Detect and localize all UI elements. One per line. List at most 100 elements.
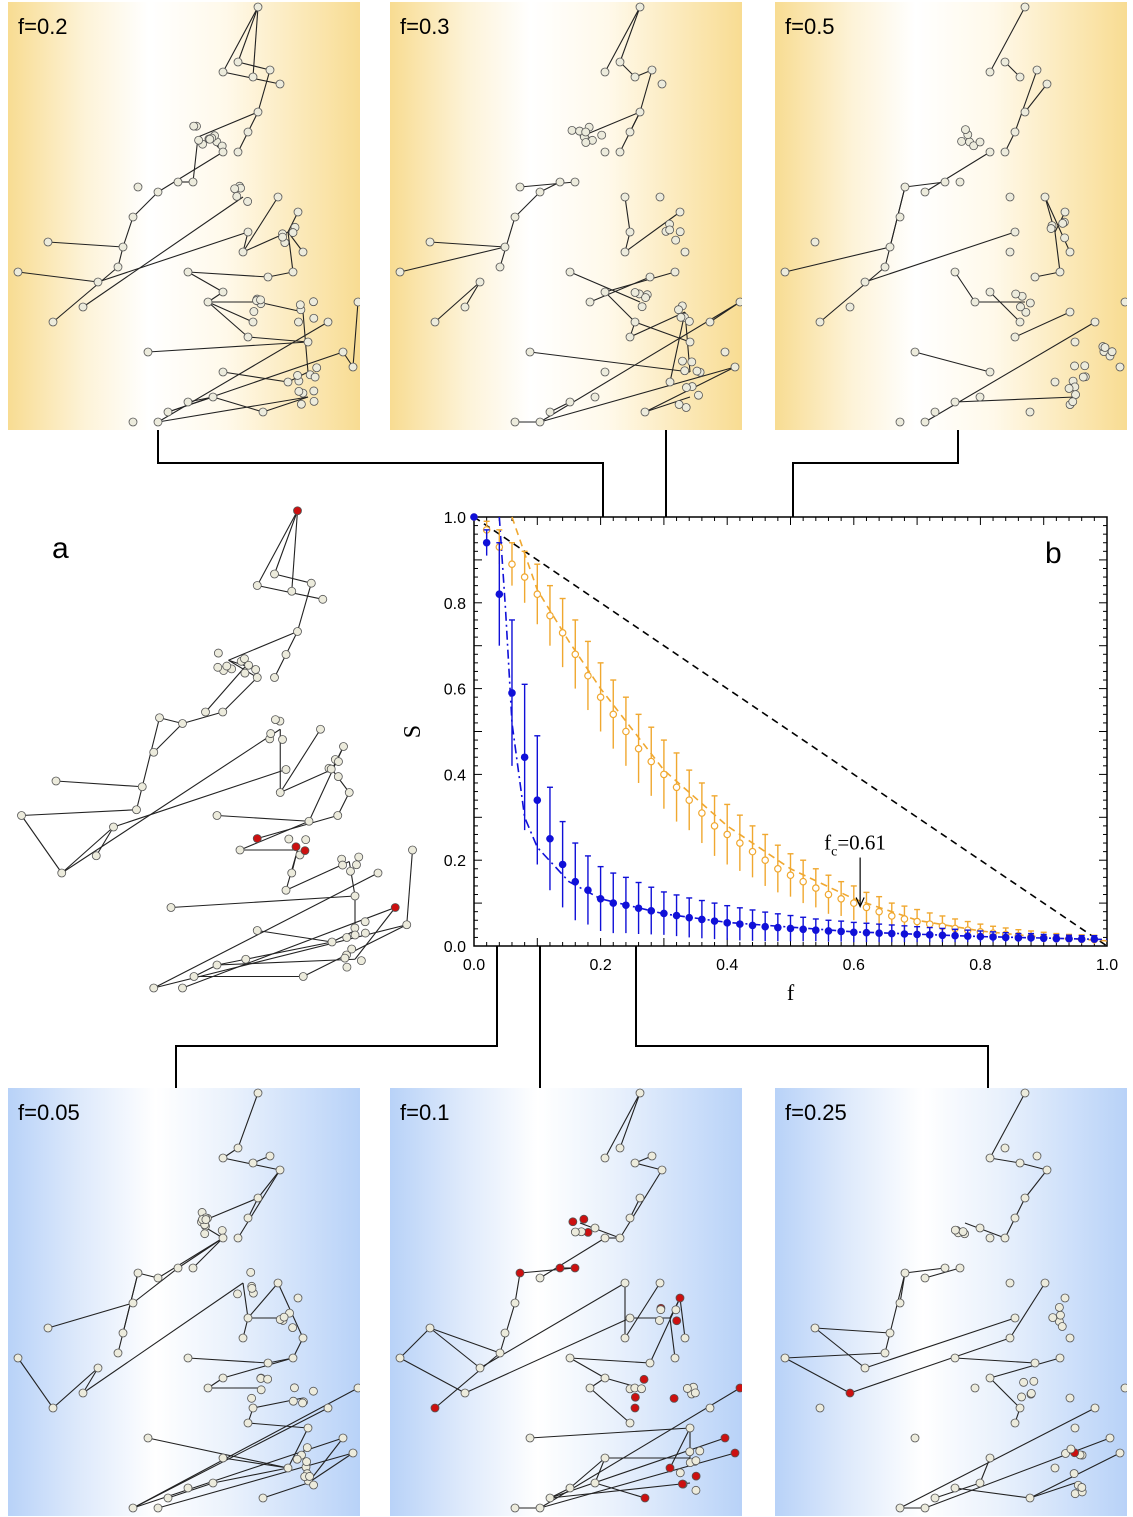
network-panel-f-0-2: f=0.2 bbox=[8, 2, 360, 430]
network-node bbox=[137, 782, 147, 792]
network-node bbox=[694, 390, 703, 400]
network-edge bbox=[464, 281, 481, 308]
network-node bbox=[301, 835, 311, 845]
network-node bbox=[91, 851, 101, 861]
network-node bbox=[670, 267, 680, 277]
network-node bbox=[570, 1227, 580, 1237]
network-edge bbox=[237, 6, 259, 63]
network-node bbox=[275, 1165, 285, 1175]
network-edge bbox=[222, 371, 289, 383]
network-edge bbox=[157, 1237, 224, 1279]
network-node bbox=[373, 868, 383, 878]
network-node bbox=[109, 822, 118, 832]
network-node bbox=[243, 227, 253, 237]
network-node bbox=[253, 2, 263, 12]
network-edge bbox=[864, 1317, 1016, 1369]
connector-f-0-2 bbox=[157, 430, 604, 517]
network-node bbox=[1030, 272, 1040, 282]
network-node bbox=[635, 1193, 645, 1203]
network-edge bbox=[192, 136, 199, 183]
data-point bbox=[533, 796, 542, 804]
network-node bbox=[183, 397, 193, 407]
removed-node bbox=[678, 1479, 687, 1489]
network-edge bbox=[95, 826, 114, 857]
network-node bbox=[149, 983, 159, 993]
network-node bbox=[545, 1493, 555, 1503]
data-point bbox=[761, 856, 769, 865]
network-edge bbox=[989, 6, 1026, 73]
network-edge bbox=[122, 216, 134, 248]
network-node bbox=[655, 192, 665, 202]
network-node bbox=[885, 1328, 895, 1338]
panel-b-label: b bbox=[1045, 537, 1062, 570]
fc-arrow-head bbox=[855, 897, 865, 909]
network-node bbox=[1057, 1322, 1067, 1331]
network-node bbox=[233, 147, 243, 157]
network-node bbox=[128, 1503, 138, 1513]
network-node bbox=[1030, 1358, 1040, 1368]
network-node bbox=[318, 594, 328, 604]
network-graph bbox=[13, 1088, 360, 1513]
network-node bbox=[248, 1158, 258, 1168]
removed-node bbox=[630, 1403, 640, 1413]
data-point bbox=[571, 877, 580, 886]
removed-node bbox=[293, 506, 302, 516]
network-node bbox=[565, 1353, 575, 1363]
network-edge bbox=[187, 271, 224, 293]
network-node bbox=[525, 347, 535, 357]
network-edge bbox=[784, 246, 891, 273]
network-edge bbox=[257, 929, 333, 943]
network-node bbox=[692, 366, 702, 376]
network-edge bbox=[21, 809, 137, 817]
data-point bbox=[647, 757, 656, 766]
network-edge bbox=[247, 1282, 279, 1319]
network-node bbox=[1015, 317, 1025, 327]
network-node bbox=[133, 182, 143, 192]
network-node bbox=[780, 1353, 790, 1363]
network-node bbox=[647, 65, 657, 75]
network-node bbox=[1005, 192, 1015, 202]
network-node bbox=[500, 242, 510, 252]
network-edge bbox=[242, 196, 279, 253]
network-node bbox=[685, 1423, 695, 1433]
network-node bbox=[625, 332, 635, 342]
network-edge bbox=[1024, 83, 1048, 113]
network-node bbox=[675, 1468, 685, 1478]
network-node bbox=[1066, 1444, 1076, 1454]
network-node bbox=[1019, 1377, 1028, 1387]
network-node bbox=[900, 182, 910, 192]
network-node bbox=[615, 1143, 625, 1153]
network-node bbox=[323, 1403, 333, 1413]
network-edge bbox=[539, 366, 736, 423]
network-node bbox=[920, 1503, 930, 1513]
network-node bbox=[287, 868, 297, 878]
network-node bbox=[810, 1323, 820, 1333]
network-node bbox=[293, 1293, 303, 1303]
network-node bbox=[233, 1143, 243, 1153]
network-node bbox=[637, 302, 647, 312]
data-point bbox=[584, 671, 592, 680]
network-node bbox=[1000, 57, 1010, 67]
network-node bbox=[691, 1456, 701, 1466]
network-node bbox=[233, 1233, 243, 1243]
network-node bbox=[278, 735, 287, 744]
data-point bbox=[925, 931, 934, 939]
network-node bbox=[975, 137, 985, 147]
network-node bbox=[475, 277, 485, 287]
reference-line bbox=[511, 516, 1108, 942]
data-point bbox=[546, 611, 554, 620]
network-edge bbox=[569, 1457, 606, 1489]
network-node bbox=[930, 1493, 940, 1503]
panel-label: f=0.1 bbox=[400, 1100, 450, 1125]
network-edge bbox=[406, 849, 414, 925]
data-point bbox=[837, 927, 845, 936]
network-node bbox=[635, 2, 645, 12]
network-node bbox=[334, 757, 343, 766]
network-node bbox=[155, 713, 164, 723]
removed-node bbox=[390, 903, 400, 912]
panel-label: f=0.05 bbox=[18, 1100, 80, 1125]
removed-node bbox=[291, 842, 301, 852]
network-edge bbox=[519, 181, 576, 188]
network-node bbox=[188, 177, 198, 187]
network-node bbox=[590, 1478, 600, 1488]
